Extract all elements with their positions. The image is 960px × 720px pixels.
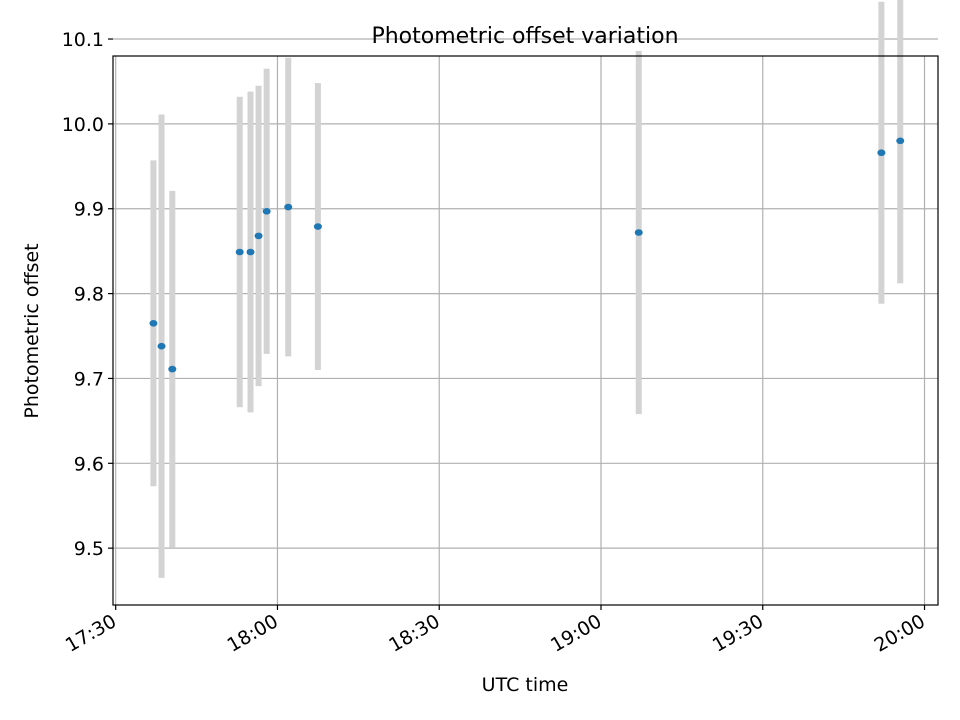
data-point: [877, 149, 886, 157]
data-point: [313, 223, 322, 230]
data-point: [262, 207, 271, 215]
data-point: [168, 365, 177, 373]
data-points: [149, 137, 905, 373]
data-point: [149, 319, 158, 327]
chart-title: Photometric offset variation: [371, 24, 678, 49]
y-tick-label: 9.7: [74, 368, 104, 390]
data-point: [254, 232, 263, 240]
data-point: [284, 203, 293, 211]
data-point: [157, 342, 166, 350]
y-tick-label: 9.8: [74, 284, 104, 306]
data-point: [246, 248, 255, 256]
x-axis-label: UTC time: [482, 674, 569, 696]
y-axis-label: Photometric offset: [21, 243, 43, 418]
y-tick-label: 9.5: [74, 538, 104, 560]
y-tick-label: 10.0: [62, 114, 104, 136]
y-tick-label: 9.9: [74, 199, 104, 221]
y-tick-label: 9.6: [74, 453, 104, 475]
y-tick-label: 10.1: [62, 29, 104, 51]
data-point: [634, 229, 643, 236]
data-point: [235, 248, 244, 256]
plot-frame: [112, 55, 939, 606]
data-point: [896, 137, 905, 145]
